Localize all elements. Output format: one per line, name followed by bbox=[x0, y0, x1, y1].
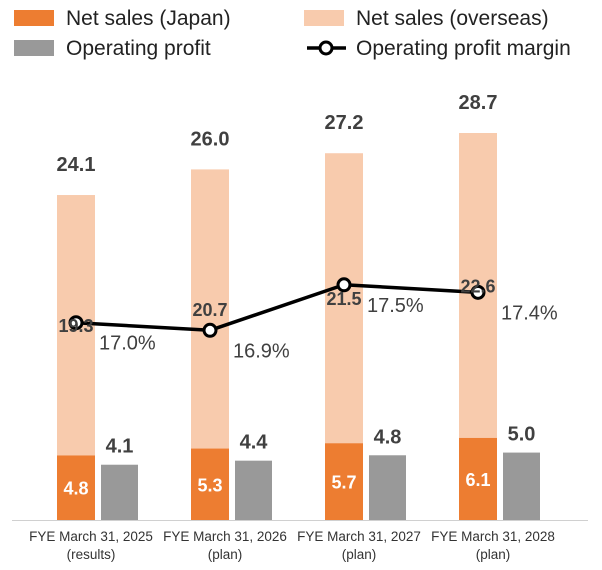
label-japan-4: 6.1 bbox=[465, 470, 490, 490]
tick-label-line2: (results) bbox=[67, 547, 116, 562]
bar-overseas-3 bbox=[325, 153, 363, 444]
legend-swatch bbox=[14, 10, 54, 26]
x-axis-tick-labels: FYE March 31, 2025(results)FYE March 31,… bbox=[29, 529, 555, 562]
label-margin-1: 17.0% bbox=[99, 333, 156, 355]
label-total-3: 27.2 bbox=[325, 112, 364, 134]
tick-label-line1: FYE March 31, 2027 bbox=[297, 529, 421, 544]
margin-line bbox=[68, 277, 486, 338]
bar-japan-2 bbox=[191, 448, 229, 520]
label-overseas-4: 22.6 bbox=[460, 276, 495, 296]
margin-point-4 bbox=[470, 284, 486, 300]
tick-label-line1: FYE March 31, 2026 bbox=[163, 529, 287, 544]
margin-point-1 bbox=[68, 315, 84, 331]
label-japan-1: 4.8 bbox=[63, 479, 88, 499]
margin-line-path bbox=[75, 283, 479, 333]
label-total-2: 26.0 bbox=[191, 128, 230, 150]
tick-label-line2: (plan) bbox=[342, 547, 377, 562]
bar-operating-profit-2 bbox=[235, 460, 272, 520]
bar-overseas-2 bbox=[191, 169, 229, 449]
tick-label-3: FYE March 31, 2027 (plan) bbox=[297, 529, 421, 562]
tick-label-line1: FYE March 31, 2025 bbox=[29, 529, 153, 544]
legend-item-3: Operating profit bbox=[14, 37, 211, 60]
label-japan-2: 5.3 bbox=[197, 475, 222, 495]
label-overseas-1: 19.3 bbox=[58, 316, 93, 336]
label-margin-3: 17.5% bbox=[367, 295, 424, 317]
bar-japan-3 bbox=[325, 443, 363, 520]
tick-label-2: FYE March 31, 2026 (plan) bbox=[163, 529, 287, 562]
legend-label: Operating profit bbox=[66, 37, 211, 60]
legend-label: Operating profit margin bbox=[356, 37, 571, 60]
margin-point-2 bbox=[202, 322, 218, 338]
label-operating-profit-3: 4.8 bbox=[374, 426, 402, 448]
tick-label-4: FYE March 31, 2028 (plan) bbox=[431, 529, 555, 562]
legend-swatch bbox=[14, 40, 54, 56]
label-margin-2: 16.9% bbox=[233, 340, 290, 362]
label-overseas-2: 20.7 bbox=[192, 300, 227, 320]
bar-operating-profit-3 bbox=[369, 455, 406, 520]
bar-operating-profit-4 bbox=[503, 452, 540, 520]
tick-label-line1: FYE March 31, 2028 bbox=[431, 529, 555, 544]
label-total-1: 24.1 bbox=[57, 154, 96, 176]
legend-label: Net sales (overseas) bbox=[356, 7, 549, 30]
label-margin-4: 17.4% bbox=[501, 302, 558, 324]
label-operating-profit-2: 4.4 bbox=[240, 432, 269, 454]
legend-item-1: Net sales (Japan) bbox=[14, 7, 231, 30]
legend: Net sales (Japan) Net sales (overseas) Ope… bbox=[14, 7, 571, 60]
tick-label-line2: (plan) bbox=[208, 547, 243, 562]
label-total-4: 28.7 bbox=[459, 92, 498, 114]
legend-label: Net sales (Japan) bbox=[66, 7, 231, 30]
label-overseas-3: 21.5 bbox=[326, 289, 361, 309]
tick-label-1: FYE March 31, 2025 (results) bbox=[29, 529, 153, 562]
label-operating-profit-4: 5.0 bbox=[508, 424, 536, 446]
label-operating-profit-1: 4.1 bbox=[106, 436, 134, 458]
margin-point-3 bbox=[336, 277, 352, 293]
tick-label-line2: (plan) bbox=[476, 547, 511, 562]
legend-item-4: Operating profit margin bbox=[307, 37, 571, 60]
legend-marker-swatch bbox=[318, 40, 334, 56]
legend-item-2: Net sales (overseas) bbox=[304, 7, 549, 30]
bar-japan-4 bbox=[459, 437, 497, 520]
data-labels: 4.8 19.3 24.1 4.1 5.3 20.7 26.0 4.4 5.7 21.5 27.2 4… bbox=[57, 92, 558, 499]
legend-swatch bbox=[304, 10, 344, 26]
label-japan-3: 5.7 bbox=[331, 473, 356, 493]
bar-japan-1 bbox=[57, 455, 95, 520]
bar-operating-profit-1 bbox=[101, 464, 138, 520]
